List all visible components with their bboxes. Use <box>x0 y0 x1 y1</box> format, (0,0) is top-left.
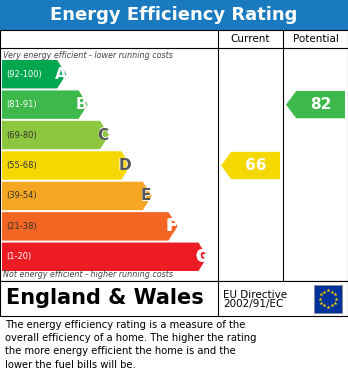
Text: B: B <box>76 97 88 112</box>
Text: E: E <box>141 188 152 203</box>
Text: D: D <box>118 158 131 172</box>
Text: G: G <box>195 249 208 264</box>
Text: Potential: Potential <box>293 34 339 44</box>
Text: D: D <box>119 158 131 173</box>
Text: (81-91): (81-91) <box>6 100 37 109</box>
Text: The energy efficiency rating is a measure of the
overall efficiency of a home. T: The energy efficiency rating is a measur… <box>5 320 256 369</box>
Text: F: F <box>166 219 177 234</box>
Text: EU Directive: EU Directive <box>223 289 287 300</box>
Text: D: D <box>118 158 131 174</box>
Text: (1-20): (1-20) <box>6 252 31 261</box>
Polygon shape <box>286 91 345 118</box>
Text: (39-54): (39-54) <box>6 192 37 201</box>
Text: C: C <box>97 127 109 142</box>
Polygon shape <box>2 90 88 119</box>
Text: Current: Current <box>231 34 270 44</box>
Text: F: F <box>167 219 177 234</box>
Polygon shape <box>2 212 177 240</box>
Text: C: C <box>97 128 109 143</box>
Text: D: D <box>118 158 131 173</box>
Text: E: E <box>141 188 151 203</box>
Bar <box>0 0 348 30</box>
Bar <box>314 285 342 312</box>
Text: D: D <box>118 158 130 173</box>
Polygon shape <box>2 242 207 271</box>
Text: G: G <box>195 250 208 265</box>
Bar <box>0 281 348 316</box>
Text: G: G <box>196 249 208 264</box>
Text: C: C <box>97 127 108 143</box>
Text: A: A <box>55 67 66 82</box>
Polygon shape <box>2 182 152 210</box>
Text: England & Wales: England & Wales <box>6 289 204 308</box>
Text: (55-68): (55-68) <box>6 161 37 170</box>
Text: G: G <box>195 249 208 264</box>
Text: F: F <box>166 219 176 234</box>
Text: (92-100): (92-100) <box>6 70 42 79</box>
Text: E: E <box>141 189 151 204</box>
Polygon shape <box>2 151 130 180</box>
Text: Very energy efficient - lower running costs: Very energy efficient - lower running co… <box>3 51 173 60</box>
Text: E: E <box>141 188 151 203</box>
Text: F: F <box>166 219 177 234</box>
Text: E: E <box>140 188 151 203</box>
Text: (69-80): (69-80) <box>6 131 37 140</box>
Text: F: F <box>166 218 177 233</box>
Bar <box>0 30 348 48</box>
Polygon shape <box>2 121 109 149</box>
Text: 82: 82 <box>310 97 331 112</box>
Polygon shape <box>2 60 66 88</box>
Text: (21-38): (21-38) <box>6 222 37 231</box>
Text: 2002/91/EC: 2002/91/EC <box>223 298 283 308</box>
Text: 66: 66 <box>245 158 266 173</box>
Text: Not energy efficient - higher running costs: Not energy efficient - higher running co… <box>3 270 173 279</box>
Polygon shape <box>221 152 280 179</box>
Text: G: G <box>195 249 207 264</box>
Bar <box>0 30 348 281</box>
Text: C: C <box>98 127 109 143</box>
Text: Energy Efficiency Rating: Energy Efficiency Rating <box>50 6 298 24</box>
Text: C: C <box>97 127 109 143</box>
